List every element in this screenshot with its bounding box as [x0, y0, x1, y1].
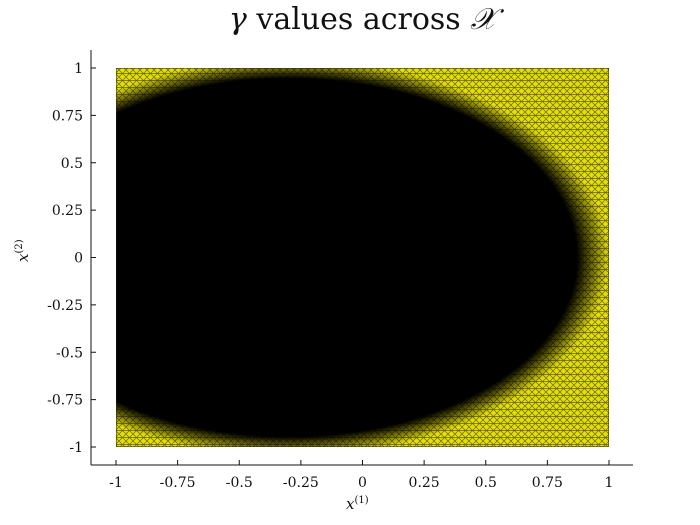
y-tick-label: 0.25	[52, 203, 83, 219]
x-tick-label: 0.5	[475, 475, 497, 491]
y-tick-label: 0.75	[52, 108, 83, 124]
y-axis-ticks: 1 0.75 0.5 0.25 0 -0.25 -0.5 -0.75 -1	[47, 61, 96, 456]
x-axis-ticks: -1 -0.75 -0.5 -0.25 0 0.25 0.5 0.75 1	[109, 460, 613, 491]
y-tick-label: 0	[74, 251, 83, 267]
y-axis-label: x(2)	[14, 239, 32, 262]
x-tick-label: 0	[358, 475, 367, 491]
inside-region	[116, 68, 609, 447]
y-tick-label: -0.25	[47, 298, 83, 314]
chart-title: γ values across 𝒳	[0, 2, 700, 37]
x-tick-label: -0.5	[226, 475, 253, 491]
y-tick-label: 1	[74, 61, 83, 77]
x-tick-label: -1	[109, 475, 123, 491]
y-tick-label: 0.5	[61, 156, 83, 172]
x-axis-label: x(1)	[346, 495, 369, 513]
x-tick-label: 0.25	[409, 475, 440, 491]
x-tick-label: 1	[605, 475, 614, 491]
plot-area	[116, 68, 609, 447]
y-tick-label: -1	[69, 440, 83, 456]
x-tick-label: -0.75	[160, 475, 196, 491]
y-tick-label: -0.5	[56, 345, 83, 361]
x-tick-label: -0.25	[283, 475, 319, 491]
y-tick-label: -0.75	[47, 393, 83, 409]
title-symbol: γ	[228, 2, 247, 37]
title-text: values across	[256, 2, 461, 37]
title-set: 𝒳	[470, 2, 497, 37]
x-tick-label: 0.75	[532, 475, 563, 491]
